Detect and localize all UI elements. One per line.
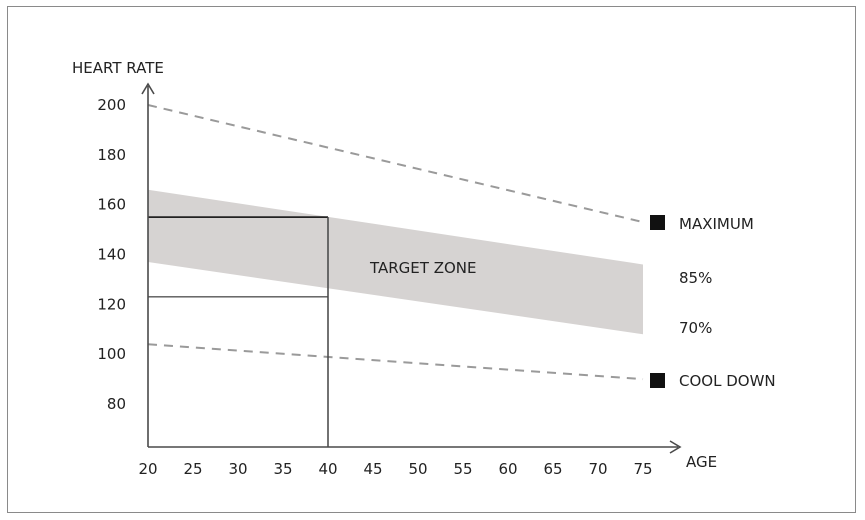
- y-tick-label: 120: [97, 295, 126, 313]
- x-tick-label: 45: [363, 460, 382, 478]
- y-tick-label: 140: [97, 246, 126, 264]
- y-tick-label: 200: [97, 96, 126, 114]
- x-tick-label: 35: [273, 460, 292, 478]
- x-tick-label: 70: [588, 460, 607, 478]
- cool-down-line: [147, 343, 644, 381]
- band-lower-label: 70%: [679, 319, 712, 337]
- maximum-marker-icon: [650, 215, 665, 230]
- y-tick-label: 180: [97, 146, 126, 164]
- x-tick-label: 20: [138, 460, 157, 478]
- x-tick-label: 65: [543, 460, 562, 478]
- x-tick-label: 60: [498, 460, 517, 478]
- x-axis-arrow-icon: [669, 440, 682, 454]
- y-axis-arrow-icon: [141, 82, 155, 95]
- target-zone-band: [148, 189, 643, 335]
- cooldown-marker-icon: [650, 373, 665, 388]
- maximum-label: MAXIMUM: [679, 215, 754, 233]
- x-tick-label: 30: [228, 460, 247, 478]
- x-tick-label: 75: [633, 460, 652, 478]
- target-zone-label: TARGET ZONE: [369, 259, 477, 277]
- band-upper-label: 85%: [679, 269, 712, 287]
- cooldown-label: COOL DOWN: [679, 372, 776, 390]
- x-tick-label: 40: [318, 460, 337, 478]
- y-axis-label: HEART RATE: [72, 59, 164, 77]
- x-tick-label: 25: [183, 460, 202, 478]
- x-tick-label: 50: [408, 460, 427, 478]
- y-tick-label: 80: [107, 395, 126, 413]
- x-axis-label: AGE: [686, 453, 717, 471]
- x-tick-label: 55: [453, 460, 472, 478]
- maximum-line: [147, 104, 644, 224]
- y-tick-label: 100: [97, 345, 126, 363]
- y-tick-label: 160: [97, 196, 126, 214]
